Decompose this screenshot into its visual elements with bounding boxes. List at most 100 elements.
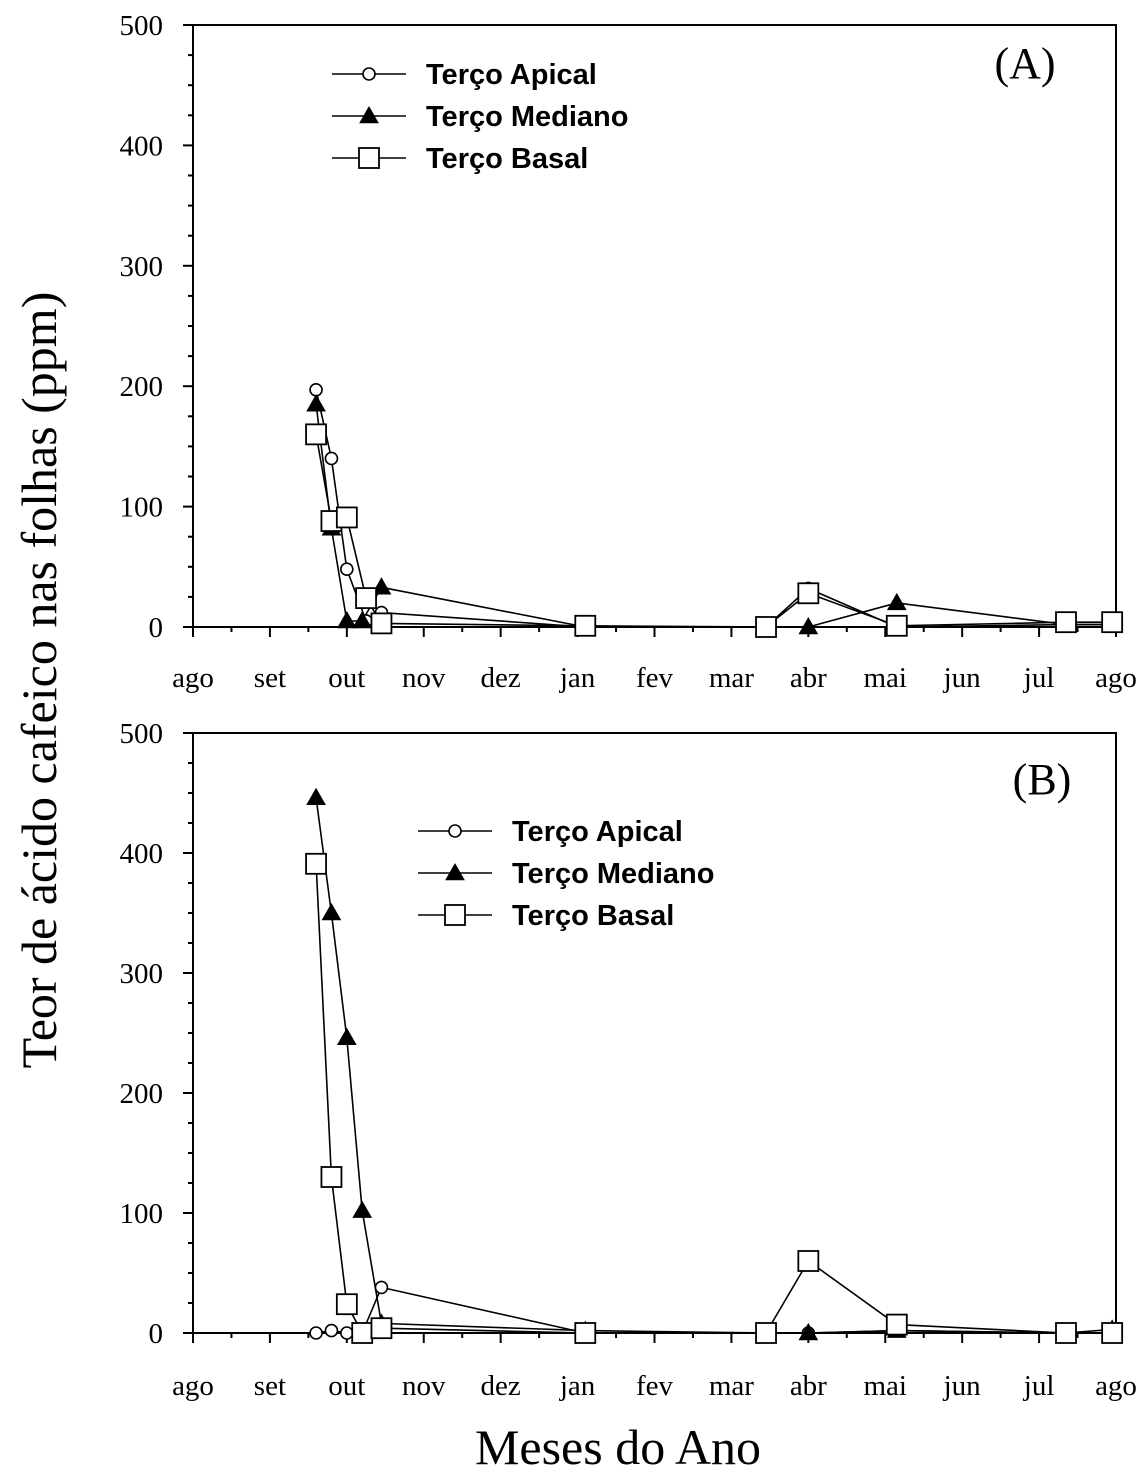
x-tick-label: fev	[636, 662, 674, 694]
x-tick-label: ago	[172, 662, 214, 694]
legend-label: Terço Apical	[426, 59, 597, 91]
data-point-square-open	[885, 1313, 908, 1336]
data-point-square-open	[370, 1317, 393, 1340]
data-point-triangle-filled	[336, 1027, 357, 1046]
data-point-circle-open	[374, 1280, 389, 1295]
series-line-circle-open	[315, 1286, 1113, 1334]
data-point-triangle-filled	[798, 1322, 819, 1341]
data-point-square-open	[797, 1250, 820, 1272]
data-point-circle-open	[309, 1326, 323, 1340]
x-tick-label: jun	[943, 1370, 982, 1402]
data-point-circle-open	[309, 383, 323, 397]
y-tick-label: 100	[120, 492, 164, 524]
data-point-square-open	[351, 1322, 374, 1344]
data-point-square-open	[574, 1322, 597, 1344]
data-point-square-open	[320, 1166, 343, 1188]
data-point-square-open	[1101, 1322, 1124, 1344]
y-tick-label: 200	[120, 371, 164, 403]
data-point-square-open	[355, 587, 377, 610]
data-point-triangle-filled	[321, 902, 342, 921]
y-axis-title: Teor de ácido cafeico nas folhas (ppm)	[11, 292, 67, 1069]
y-tick-label: 500	[120, 10, 164, 42]
y-tick-label: 0	[149, 612, 164, 644]
series-line-triangle-filled	[315, 404, 1113, 628]
legend: Terço Apical Terço Mediano Terço Basal	[418, 816, 715, 932]
data-point-square-open	[755, 616, 777, 638]
x-axis-title: Meses do Ano	[475, 1419, 761, 1474]
data-point-circle-open	[324, 1323, 339, 1338]
x-tick-label: ago	[1095, 662, 1137, 694]
x-tick-label: out	[328, 662, 365, 694]
x-tick-label: ago	[1095, 1370, 1137, 1402]
legend: Terço Apical Terço Mediano Terço Basal	[332, 59, 629, 175]
legend-marker-square-open	[358, 147, 380, 169]
x-tick-label: abr	[790, 662, 827, 694]
data-point-circle-open	[340, 562, 354, 577]
data-point-circle-open	[324, 451, 339, 466]
x-tick-label: set	[254, 662, 286, 694]
data-point-square-open	[885, 614, 908, 637]
data-point-triangle-filled	[306, 394, 326, 412]
y-tick-label: 400	[120, 838, 164, 870]
x-tick-label: nov	[402, 1370, 446, 1402]
y-tick-label: 500	[120, 718, 164, 750]
x-tick-label: jun	[943, 662, 982, 694]
data-point-circle-open	[340, 1326, 354, 1340]
data-point-square-open	[305, 852, 327, 875]
data-point-triangle-filled	[798, 616, 819, 635]
legend-marker-circle-open	[362, 67, 376, 81]
x-tick-label: jul	[1023, 1370, 1055, 1402]
y-tick-label: 400	[120, 130, 164, 162]
chart-panel-a: 0 100 200 300 400 500 ago set out nov dez jan fev mar…	[120, 10, 1137, 694]
series-line-square-open	[315, 863, 1113, 1334]
x-tick-label: set	[254, 1370, 286, 1402]
data-point-triangle-filled	[352, 1200, 373, 1218]
data-point-square-open	[574, 614, 597, 637]
data-point-triangle-filled	[886, 592, 907, 611]
legend-marker-square-open	[444, 904, 466, 926]
panel-label: (B)	[1013, 755, 1072, 804]
x-tick-label: abr	[790, 1370, 827, 1402]
x-tick-label: jan	[559, 1370, 596, 1402]
x-tick-label: dez	[481, 1370, 521, 1402]
y-tick-label: 200	[120, 1078, 164, 1110]
data-point-triangle-filled	[336, 610, 357, 629]
x-tick-label: mar	[709, 1370, 754, 1402]
y-tick-label: 300	[120, 251, 164, 283]
panel-label: (A)	[994, 39, 1055, 88]
data-point-square-open	[1101, 611, 1124, 634]
series-line-circle-open	[315, 389, 1113, 628]
legend-marker-triangle-filled	[359, 105, 379, 124]
x-tick-label: nov	[402, 662, 446, 694]
y-tick-label: 100	[120, 1198, 164, 1230]
data-point-square-open	[305, 423, 327, 446]
data-point-triangle-filled	[352, 610, 373, 629]
legend-label: Terço Apical	[512, 816, 683, 848]
data-point-square-open	[335, 1293, 358, 1316]
y-tick-label: 0	[149, 1318, 164, 1350]
data-point-square-open	[335, 506, 358, 529]
data-point-square-open	[755, 1322, 777, 1344]
x-tick-label: fev	[636, 1370, 674, 1402]
legend-marker-triangle-filled	[445, 862, 465, 881]
x-tick-label: out	[328, 1370, 365, 1402]
x-tick-label: mai	[864, 1370, 908, 1402]
x-tick-label: jul	[1023, 662, 1055, 694]
data-point-square-open	[1055, 1322, 1077, 1344]
data-point-square-open	[370, 612, 393, 635]
plot-frame	[192, 24, 1117, 628]
chart-panel-b: 0 100 200 300 400 500 ago set out nov dez jan fev mar…	[120, 718, 1137, 1402]
x-tick-label: dez	[481, 662, 521, 694]
data-point-triangle-filled	[306, 787, 326, 806]
x-tick-label: ago	[172, 1370, 214, 1402]
y-tick-label: 300	[120, 958, 164, 990]
legend-label: Terço Mediano	[512, 858, 715, 890]
x-tick-label: jan	[559, 662, 596, 694]
data-point-square-open	[797, 582, 820, 605]
x-tick-label: mar	[709, 662, 754, 694]
legend-label: Terço Basal	[512, 900, 674, 932]
x-tick-label: mai	[864, 662, 908, 694]
legend-label: Terço Basal	[426, 143, 588, 175]
legend-label: Terço Mediano	[426, 101, 629, 133]
